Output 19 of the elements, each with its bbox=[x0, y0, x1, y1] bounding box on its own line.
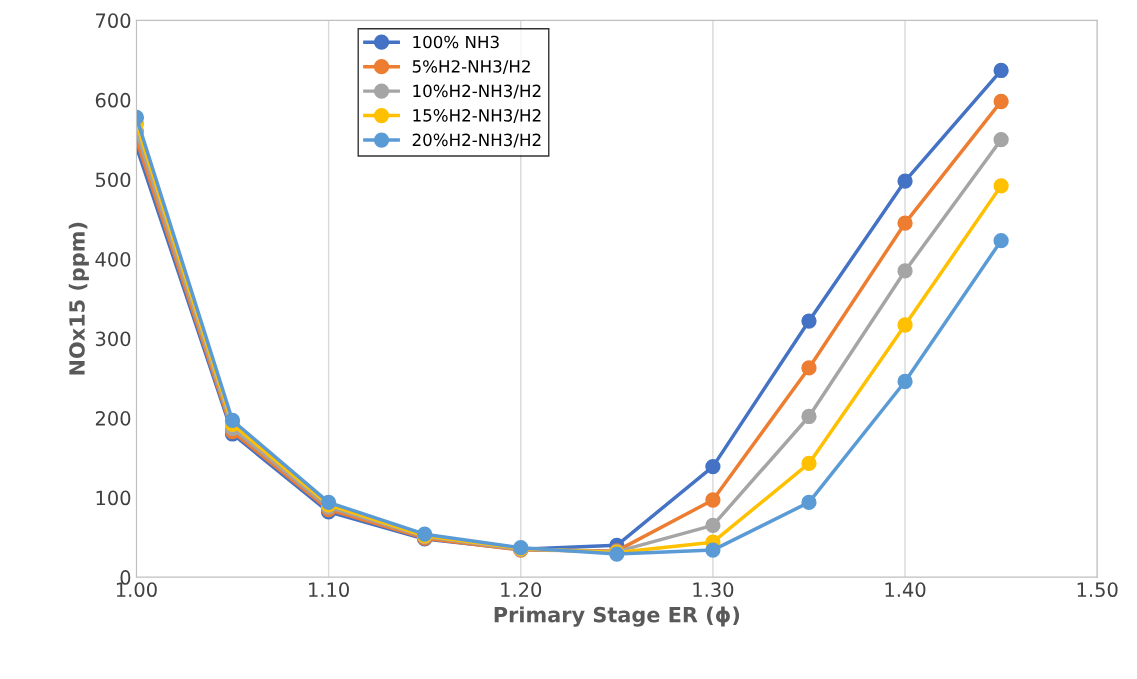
x-tick-label: 1.50 bbox=[1077, 582, 1118, 598]
y-tick-label: 700 bbox=[96, 13, 131, 29]
y-tick-label: 100 bbox=[96, 490, 131, 506]
y-tick-label: 500 bbox=[95, 172, 131, 188]
y-axis-title: NOx15 (ppm) bbox=[68, 222, 89, 375]
x-tick-label: 1.10 bbox=[309, 582, 349, 598]
legend-label: 100% NH3 bbox=[413, 35, 499, 49]
x-axis-title: Primary Stage ER (ϕ) bbox=[494, 606, 740, 627]
legend-label: 20%H2-NH3/H2 bbox=[412, 133, 541, 148]
y-tick-label: 600 bbox=[95, 92, 131, 108]
x-tick-label: 1.30 bbox=[693, 582, 734, 598]
y-tick-label: 400 bbox=[95, 251, 131, 267]
y-tick-label: 200 bbox=[95, 411, 131, 426]
y-tick-label: 300 bbox=[95, 331, 131, 347]
legend-label: 15%H2-NH3/H2 bbox=[413, 109, 541, 123]
legend-label: 10%H2-NH3/H2 bbox=[413, 84, 541, 99]
x-tick-label: 1.40 bbox=[885, 582, 926, 598]
legend-label: 5%H2-NH3/H2 bbox=[412, 60, 530, 75]
x-tick-label: 1.20 bbox=[501, 582, 542, 598]
